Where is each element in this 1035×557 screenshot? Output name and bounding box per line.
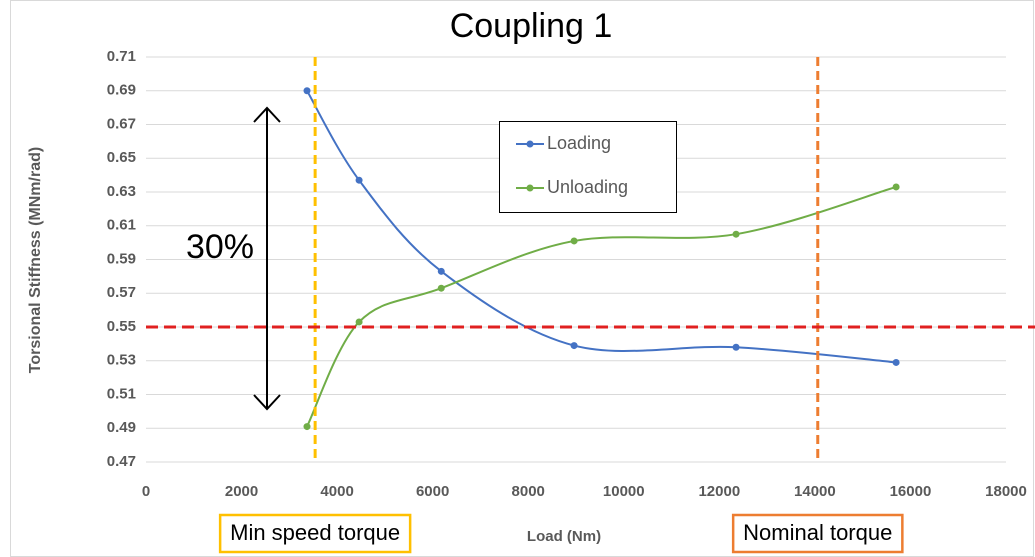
x-tick-label: 14000 — [794, 483, 836, 500]
x-tick-label: 2000 — [225, 483, 258, 500]
data-point — [732, 230, 740, 238]
data-point — [355, 176, 363, 184]
data-point — [303, 87, 311, 95]
y-tick-label: 0.49 — [107, 419, 136, 436]
annotation: 30% — [186, 228, 254, 266]
y-tick-label: 0.47 — [107, 453, 136, 470]
legend-marker — [526, 184, 534, 192]
y-tick-label: 0.61 — [107, 217, 136, 234]
x-tick-label: 16000 — [890, 483, 932, 500]
y-tick-label: 0.63 — [107, 183, 136, 200]
data-point — [732, 343, 740, 351]
reference-label: Min speed torque — [230, 520, 400, 545]
y-tick-label: 0.59 — [107, 250, 136, 267]
data-point — [437, 267, 445, 275]
x-tick-label: 12000 — [698, 483, 740, 500]
y-tick-label: 0.53 — [107, 352, 136, 369]
legend-marker — [526, 140, 534, 148]
legend: Loading Unloading — [516, 133, 628, 197]
x-tick-label: 8000 — [512, 483, 545, 500]
x-tick-label: 10000 — [603, 483, 645, 500]
reference-lines: Min speed torque Nominal torque — [146, 57, 1035, 554]
x-tick-label: 0 — [142, 483, 150, 500]
x-tick-label: 4000 — [320, 483, 353, 500]
data-point — [570, 237, 578, 245]
y-tick-label: 0.69 — [107, 82, 136, 99]
y-axis-title: Torsional Stiffness (MNm/rad) — [27, 147, 44, 373]
y-tick-label: 0.67 — [107, 115, 136, 132]
data-point — [437, 284, 445, 292]
reference-label: Nominal torque — [743, 520, 892, 545]
data-point — [303, 423, 311, 431]
plot — [303, 87, 900, 431]
legend-box — [499, 121, 677, 213]
x-tick-label: 6000 — [416, 483, 449, 500]
data-point — [570, 342, 578, 350]
y-tick-label: 0.55 — [107, 318, 136, 335]
y-tick-label: 0.65 — [107, 149, 136, 166]
reference-label-box — [731, 513, 904, 554]
x-tick-label: 18000 — [985, 483, 1027, 500]
legend-label: Unloading — [547, 177, 628, 197]
y-tick-label: 0.57 — [107, 284, 136, 301]
y-tick-label: 0.51 — [107, 385, 136, 402]
legend-label: Loading — [547, 133, 611, 153]
chart-title: Coupling 1 — [450, 7, 613, 45]
x-axis-title: Load (Nm) — [527, 528, 601, 545]
chart-border — [10, 0, 1034, 557]
data-point — [892, 183, 900, 191]
reference-label-box — [218, 513, 412, 554]
data-point — [892, 358, 900, 366]
data-point — [355, 318, 363, 326]
series-line — [306, 185, 897, 428]
y-tick-label: 0.71 — [107, 48, 136, 65]
double-arrow — [253, 106, 281, 411]
